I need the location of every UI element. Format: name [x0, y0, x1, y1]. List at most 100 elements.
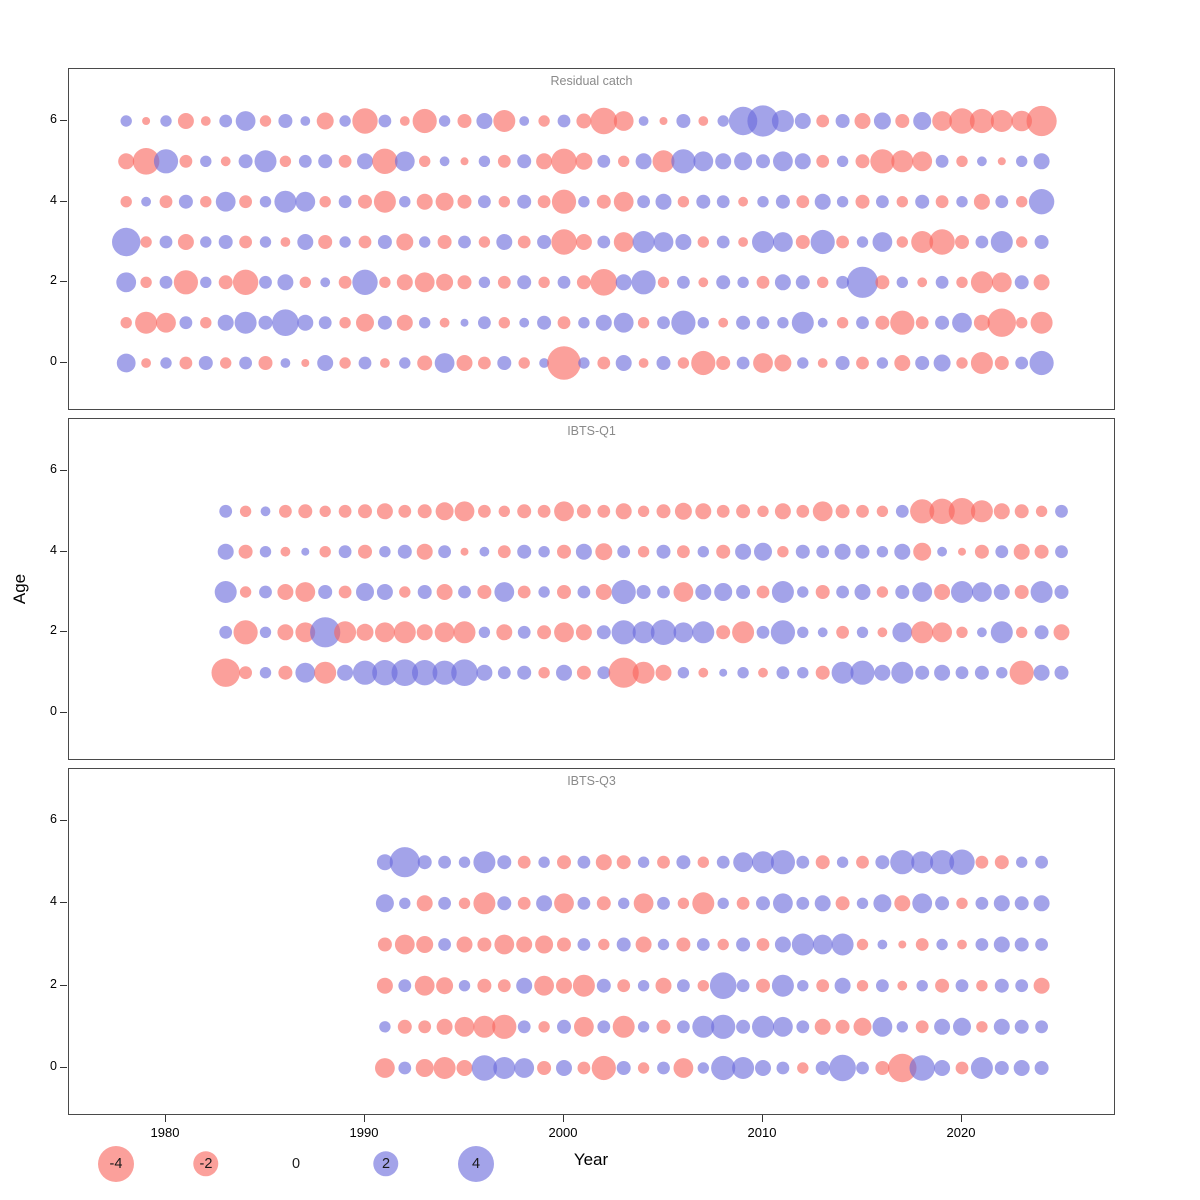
panel-title-residual-catch: Residual catch — [550, 74, 633, 88]
bubble — [894, 895, 911, 912]
bubble — [693, 151, 714, 172]
bubble — [796, 195, 810, 209]
x-tick-mark — [961, 1115, 962, 1122]
bubble — [1055, 545, 1068, 559]
bubble — [537, 625, 552, 640]
bubble — [874, 664, 891, 681]
bubble — [476, 113, 493, 129]
bubble — [895, 114, 910, 128]
bubble — [836, 856, 849, 868]
bubble — [970, 500, 993, 523]
bubble — [1030, 581, 1053, 603]
bubble — [377, 315, 392, 330]
bubble — [438, 938, 451, 951]
bubble — [737, 667, 749, 679]
bubble — [416, 936, 434, 953]
bubble — [677, 357, 690, 369]
bubble — [519, 116, 530, 126]
bubble — [496, 624, 513, 641]
bubble — [993, 936, 1010, 953]
bubble — [850, 660, 875, 685]
bubble — [896, 236, 908, 248]
bubble — [416, 895, 433, 912]
bubble — [814, 193, 831, 210]
bubble — [597, 356, 611, 370]
y-tick-label: 6 — [50, 112, 57, 126]
legend-positive-circle — [458, 1146, 494, 1182]
bubble — [637, 1062, 650, 1074]
bubble — [539, 358, 549, 368]
bubble — [976, 980, 988, 992]
bubble — [458, 585, 471, 599]
bubble — [934, 1060, 951, 1076]
bubble — [876, 979, 889, 993]
bubble — [692, 892, 715, 915]
bubble — [232, 269, 259, 295]
bubble — [994, 978, 1009, 993]
bubble — [836, 585, 849, 599]
bubble — [438, 896, 451, 910]
bubble — [637, 505, 650, 517]
bubble — [310, 617, 341, 648]
panel-title-ibts-q3: IBTS-Q3 — [567, 774, 616, 788]
bubble — [497, 896, 512, 911]
bubble — [597, 666, 611, 680]
bubble — [696, 938, 710, 951]
bubble — [217, 314, 234, 331]
bubble — [955, 979, 969, 993]
bubble — [659, 117, 668, 125]
y-tick-label: 2 — [50, 976, 57, 991]
bubble — [439, 156, 450, 167]
bubble — [613, 191, 634, 212]
bubble — [676, 937, 691, 952]
bubble — [198, 356, 213, 370]
bubble — [497, 154, 511, 168]
bubble — [755, 1060, 771, 1076]
bubble — [836, 275, 849, 289]
bubble — [752, 231, 774, 253]
bubble — [637, 1021, 650, 1033]
bubble — [339, 236, 351, 248]
bubble — [635, 153, 652, 170]
legend-value-label: -2 — [199, 1156, 213, 1172]
bubble — [358, 544, 372, 559]
bubble — [717, 938, 729, 951]
bubble — [771, 110, 794, 132]
bubble — [557, 316, 571, 330]
bubble — [476, 664, 493, 681]
bubble — [432, 660, 457, 685]
bubble — [372, 148, 398, 174]
bubble — [657, 855, 670, 869]
bubble — [615, 355, 632, 371]
bubble — [596, 978, 611, 993]
bubble — [831, 933, 854, 956]
bubble — [597, 1020, 611, 1034]
bubble — [632, 621, 655, 644]
bubble — [457, 114, 472, 128]
bubble — [352, 108, 378, 134]
bubble — [736, 896, 750, 910]
bubble — [617, 545, 631, 559]
bubble — [698, 277, 709, 288]
bubble — [1030, 311, 1053, 334]
bubble — [516, 936, 533, 953]
bubble — [1014, 1019, 1029, 1034]
bubble — [557, 544, 571, 559]
bubble — [497, 855, 512, 870]
bubble — [352, 269, 378, 295]
bubble — [397, 544, 412, 559]
bubble — [637, 317, 650, 329]
bubble — [419, 236, 431, 248]
bubble — [517, 896, 531, 910]
bubble — [319, 505, 331, 517]
x-tick-label: 2000 — [548, 1125, 578, 1140]
bubble — [831, 661, 854, 684]
bubble — [338, 504, 352, 518]
bubble — [277, 584, 294, 600]
bubble — [956, 276, 968, 288]
bubble — [716, 195, 730, 209]
x-tick-label: 1990 — [349, 1125, 379, 1140]
bubble — [375, 894, 394, 913]
bubble — [357, 153, 373, 170]
x-tick-mark — [364, 1115, 365, 1122]
